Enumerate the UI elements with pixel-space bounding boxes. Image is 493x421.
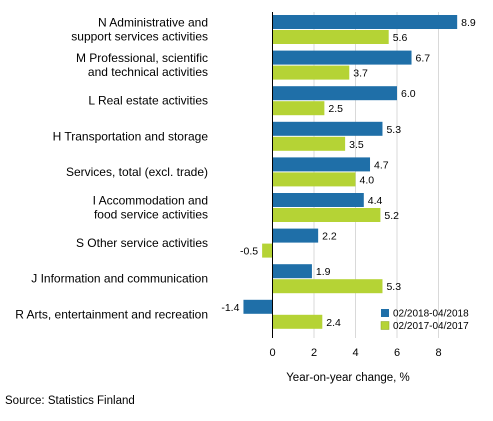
x-tick-label-8: 8 xyxy=(435,347,441,359)
bar-series1-cat5 xyxy=(272,157,371,172)
bar-series1-cat6 xyxy=(272,193,364,207)
bar-series2-cat7 xyxy=(262,243,273,258)
x-tick-label-6: 6 xyxy=(394,347,400,359)
data-label-series2-cat3: 2.5 xyxy=(328,103,343,115)
category-label-1-line2: support services activities xyxy=(71,30,208,44)
data-label-series1-cat9: -1.4 xyxy=(221,302,239,314)
category-label-3: L Real estate activities xyxy=(88,94,208,108)
bar-series1-cat4 xyxy=(272,121,383,136)
data-label-series2-cat1: 5.6 xyxy=(393,32,408,44)
data-label-series2-cat2: 3.7 xyxy=(353,68,368,80)
data-label-series1-cat6: 4.4 xyxy=(368,195,383,207)
bar-series1-cat3 xyxy=(272,86,397,101)
data-label-series2-cat8: 5.3 xyxy=(386,281,401,293)
bar-series1-cat9 xyxy=(243,299,273,314)
bar-series2-cat6 xyxy=(272,208,381,222)
x-tick-label-2: 2 xyxy=(311,347,317,359)
x-tick-label-0: 0 xyxy=(269,347,275,359)
category-label-7: S Other service activities xyxy=(76,236,208,250)
data-label-series2-cat6: 5.2 xyxy=(384,210,399,222)
bar-series1-cat2 xyxy=(272,50,412,65)
data-label-series2-cat5: 4.0 xyxy=(360,174,375,186)
legend-swatch-series1 xyxy=(381,309,389,317)
bar-series2-cat9 xyxy=(272,314,323,329)
data-label-series2-cat4: 3.5 xyxy=(349,139,364,151)
category-label-6-line2: food service activities xyxy=(94,208,208,222)
category-label-1-line1: N Administrative and xyxy=(98,16,208,30)
data-label-series1-cat3: 6.0 xyxy=(401,88,416,100)
source-note: Source: Statistics Finland xyxy=(5,395,135,407)
legend-label-series1: 02/2018-04/2018 xyxy=(393,309,469,320)
data-label-series1-cat7: 2.2 xyxy=(322,231,337,243)
category-label-2-line2: and technical activities xyxy=(88,65,208,79)
category-label-9: R Arts, entertainment and recreation xyxy=(15,307,208,321)
category-label-4: H Transportation and storage xyxy=(53,129,209,143)
category-label-2-line1: M Professional, scientific xyxy=(76,51,208,65)
category-label-6-line1: I Accommodation and xyxy=(93,194,208,208)
data-label-series2-cat9: 2.4 xyxy=(326,317,341,329)
x-tick-label-4: 4 xyxy=(352,347,358,359)
bar-series2-cat2 xyxy=(272,65,350,80)
bar-series2-cat3 xyxy=(272,101,325,116)
bar-series1-cat1 xyxy=(272,15,458,29)
legend-swatch-series2 xyxy=(380,321,390,330)
data-label-series1-cat1: 8.9 xyxy=(461,17,476,29)
bar-series2-cat1 xyxy=(272,30,389,44)
category-label-5: Services, total (excl. trade) xyxy=(66,165,208,179)
bar-series2-cat5 xyxy=(272,172,356,187)
category-label-8: J Information and communication xyxy=(31,272,208,286)
bar-series2-cat8 xyxy=(272,279,383,294)
data-label-series2-cat7: -0.5 xyxy=(240,246,258,258)
legend-label-series2: 02/2017-04/2017 xyxy=(393,321,469,332)
data-label-series1-cat5: 4.7 xyxy=(374,159,389,171)
bar-series2-cat4 xyxy=(272,136,346,151)
data-label-series1-cat8: 1.9 xyxy=(316,266,331,278)
bar-series1-cat8 xyxy=(272,264,312,279)
bar-series1-cat7 xyxy=(272,228,319,243)
data-label-series1-cat4: 5.3 xyxy=(386,124,401,136)
data-label-series1-cat2: 6.7 xyxy=(416,53,431,65)
x-axis-title: Year-on-year change, % xyxy=(286,372,410,384)
